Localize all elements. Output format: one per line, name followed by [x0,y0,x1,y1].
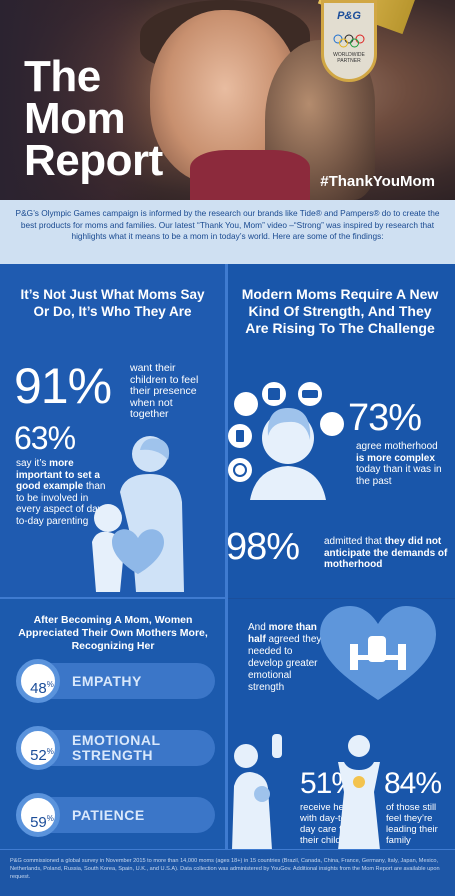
pg-partner-badge: P&G WORLDWIDE PARTNER [321,0,377,86]
title-line-1: The [24,52,101,101]
stat-63-text: say it’s more important to set a good ex… [16,458,107,527]
column-divider [225,264,228,896]
multitasking-mom-illustration [228,382,344,500]
stat-98-text: admitted that they did not anticipate th… [324,536,448,570]
trait-name: EMOTIONAL STRENGTH [72,732,161,763]
footer-methodology-text: P&G commissioned a global survey in Nove… [10,858,440,880]
trait-percent: 59% [30,814,54,831]
stat-91-value: 91% [14,358,112,414]
title-line-2: Mom [24,94,126,143]
olympic-rings-icon [333,34,365,48]
mom-with-medal-icon [338,735,380,850]
intro-text: P&G’s Olympic Games campaign is informed… [15,208,440,241]
section-divider [0,597,225,599]
medal-shape [321,0,377,82]
trait-name: EMPATHY [72,672,142,689]
appreciation-heading: After Becoming A Mom, Women Appreciated … [18,614,208,652]
hero-background [0,0,160,200]
title-line-3: Report [24,136,163,185]
report-title: The Mom Report [24,52,163,185]
hashtag: #ThankYouMom [320,173,435,190]
trait-circle [16,726,60,770]
trait-circle [16,793,60,837]
trait-emotional-strength: 52% EMOTIONAL STRENGTH [16,726,215,770]
left-section-heading: It’s Not Just What Moms Say Or Do, It’s … [20,287,205,319]
stat-63-value: 63% [14,420,76,456]
worldwide-partner-label: WORLDWIDE PARTNER [333,52,365,64]
trait-name: PATIENCE [72,806,145,823]
stat-84-value: 84% [384,767,442,800]
strength-text: And more than half agreed they needed to… [248,622,322,693]
mom-with-baby-icon [232,734,282,850]
stat-91-text: want their children to feel their presen… [130,362,199,420]
hero-banner: The Mom Report #ThankYouMom P&G WORLDWID… [0,0,455,200]
stat-51-text: receive help with day-to-day care for th… [300,802,355,846]
stat-73-text: agree motherhood is more complex today t… [356,441,442,487]
hero-photo-scarf [190,150,310,200]
strong-heart-icon [320,606,436,700]
trait-circle [16,659,60,703]
mother-child-heart-illustration [92,436,184,592]
trait-percent: 52% [30,747,54,764]
right-section-heading: Modern Moms Require A New Kind Of Streng… [241,286,439,336]
trait-percent: 48% [30,680,54,697]
trait-patience: 59% PATIENCE [16,793,215,837]
pg-logo: P&G [337,10,361,22]
footer: P&G commissioned a global survey in Nove… [0,849,455,896]
stat-73-value: 73% [348,397,422,439]
trait-empathy: 48% EMPATHY [16,659,215,703]
stat-84-text: of those still feel they’re leading thei… [386,802,438,846]
stat-98-value: 98% [226,526,300,568]
intro-band: P&G’s Olympic Games campaign is informed… [0,200,455,264]
